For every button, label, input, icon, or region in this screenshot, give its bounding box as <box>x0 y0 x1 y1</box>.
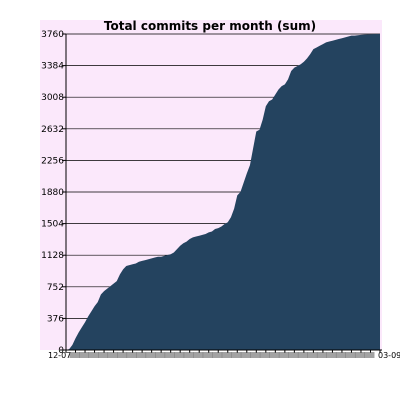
x-tick-label-overlap <box>88 352 99 358</box>
x-tick-label-overlap <box>354 352 365 358</box>
y-axis-ticks: 0 376 752 1128 1504 1880 2256 2632 3008 3384 3760 <box>41 30 66 356</box>
x-tick-label-overlap <box>155 352 166 358</box>
x-tick-label-overlap <box>259 352 270 358</box>
x-tick-label-overlap <box>164 352 175 358</box>
y-tick-label: 3384 <box>41 62 64 72</box>
x-tick-label-overlap <box>240 352 251 358</box>
y-tick-label: 0 <box>58 346 64 356</box>
y-tick-label: 3760 <box>41 30 64 40</box>
x-tick-label-overlap <box>69 352 80 358</box>
x-tick-label-overlap <box>326 352 337 358</box>
x-tick-label-overlap <box>202 352 213 358</box>
x-tick-label-overlap <box>221 352 232 358</box>
x-tick-label-overlap <box>345 352 356 358</box>
y-tick-label: 2632 <box>41 125 64 135</box>
x-tick-label-overlap <box>335 352 346 358</box>
x-tick-label-overlap <box>288 352 299 358</box>
x-tick-label-overlap <box>364 352 375 358</box>
x-tick-label-overlap <box>79 352 90 358</box>
x-tick-label-overlap <box>316 352 327 358</box>
x-tick-label-first: 12-07 <box>48 351 71 360</box>
y-tick-label: 376 <box>47 314 64 324</box>
y-tick-label: 3008 <box>41 93 64 103</box>
chart-title: Total commits per month (sum) <box>104 19 316 33</box>
x-tick-label-last: 03-09 <box>378 351 400 360</box>
x-tick-label-overlap <box>107 352 118 358</box>
x-tick-label-overlap <box>183 352 194 358</box>
x-tick-label-overlap <box>250 352 261 358</box>
y-tick-label: 2256 <box>41 156 64 166</box>
x-tick-label-overlap <box>193 352 204 358</box>
x-tick-label-overlap <box>231 352 242 358</box>
y-tick-label: 1128 <box>41 251 64 261</box>
x-tick-label-overlap <box>174 352 185 358</box>
x-tick-label-overlap <box>307 352 318 358</box>
x-tick-label-overlap <box>126 352 137 358</box>
area-series <box>66 34 380 350</box>
x-tick-label-overlap <box>278 352 289 358</box>
x-tick-label-overlap <box>98 352 109 358</box>
x-tick-label-overlap <box>145 352 156 358</box>
x-tick-label-overlap <box>212 352 223 358</box>
x-tick-label-overlap <box>297 352 308 358</box>
x-tick-label-overlap <box>136 352 147 358</box>
y-tick-label: 752 <box>47 283 64 293</box>
x-tick-label-overlap <box>117 352 128 358</box>
x-tick-label-overlap <box>269 352 280 358</box>
y-tick-label: 1880 <box>41 188 64 198</box>
y-tick-label: 1504 <box>41 220 64 230</box>
x-axis-ticks: 12-07 03-09 <box>48 350 400 360</box>
